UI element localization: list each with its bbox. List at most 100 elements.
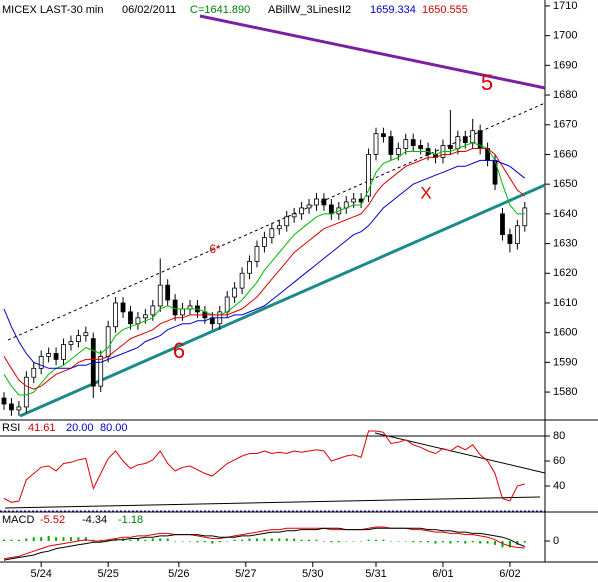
candle-body xyxy=(23,376,29,408)
candle-body xyxy=(522,207,528,227)
candle-body xyxy=(68,341,74,345)
histogram-bar xyxy=(322,541,325,542)
x-tick-label: 5/25 xyxy=(97,568,118,580)
x-tick-label: 5/30 xyxy=(302,568,323,580)
candle-body xyxy=(232,287,238,298)
histogram-bar xyxy=(427,541,430,543)
candle-body xyxy=(113,302,118,328)
candle-body xyxy=(105,326,111,357)
histogram-bar xyxy=(10,539,13,542)
candle-body xyxy=(150,305,156,316)
candle-body xyxy=(373,133,379,155)
histogram-bar xyxy=(523,541,526,543)
histogram-bar xyxy=(181,541,184,542)
candle-body xyxy=(165,284,171,301)
y-tick-label: 1640 xyxy=(553,208,577,220)
moving-average xyxy=(3,142,525,396)
y-tick-label: 1630 xyxy=(553,237,577,249)
histogram-bar xyxy=(404,541,407,542)
wave-label: 6* xyxy=(209,242,221,256)
histogram-bar xyxy=(144,539,147,542)
histogram-bar xyxy=(211,541,214,544)
header-text: C=1641.890 xyxy=(190,4,250,16)
support-trendline xyxy=(19,183,546,418)
x-tick-label: 5/24 xyxy=(30,568,51,580)
rsi-trendline xyxy=(374,432,546,474)
histogram-bar xyxy=(136,538,139,542)
histogram-bar xyxy=(315,539,318,542)
y-tick-label: 1580 xyxy=(553,386,577,398)
moving-average xyxy=(3,159,526,369)
candle-body xyxy=(157,284,163,307)
histogram-bar xyxy=(419,541,422,543)
header-text: 1650.555 xyxy=(422,4,468,16)
y-tick-label: 1650 xyxy=(553,178,577,190)
x-tick-label: 6/02 xyxy=(499,568,520,580)
candle-body xyxy=(31,367,37,378)
y-tick-label: 1690 xyxy=(553,59,577,71)
histogram-bar xyxy=(166,538,169,542)
histogram-bar xyxy=(389,541,392,542)
histogram-bar xyxy=(189,541,191,542)
histogram-bar xyxy=(330,541,333,543)
candle-body xyxy=(403,139,409,149)
x-tick-label: 6/01 xyxy=(432,568,453,580)
candle-body xyxy=(306,204,312,209)
candle-body xyxy=(98,356,104,387)
candle-body xyxy=(239,272,245,289)
histogram-bar xyxy=(92,539,95,542)
histogram-bar xyxy=(151,538,154,542)
y-tick-label: 1670 xyxy=(553,119,577,131)
histogram-bar xyxy=(3,539,5,542)
histogram-bar xyxy=(40,537,43,542)
histogram-bar xyxy=(308,539,311,542)
histogram-bar xyxy=(382,539,385,542)
candle-body xyxy=(470,130,476,143)
histogram-bar xyxy=(449,541,452,544)
histogram-bar xyxy=(494,541,497,545)
resistance-trendline xyxy=(199,14,546,90)
candle-body xyxy=(321,198,327,206)
candle-body xyxy=(328,204,334,215)
histogram-bar xyxy=(226,541,229,542)
histogram-bar xyxy=(233,539,236,542)
rsi-line xyxy=(3,430,525,503)
header-text: 20.00 xyxy=(66,422,94,434)
candle-body xyxy=(269,228,275,239)
histogram-bar xyxy=(241,539,244,542)
histogram-bar xyxy=(62,537,65,542)
candle-body xyxy=(299,207,305,215)
histogram-bar xyxy=(441,541,444,543)
candle-body xyxy=(254,246,260,262)
histogram-bar xyxy=(434,541,437,544)
x-tick-label: 5/31 xyxy=(365,568,386,580)
header-text: RSI xyxy=(2,422,20,434)
histogram-bar xyxy=(69,537,72,542)
histogram-bar xyxy=(456,541,459,543)
header-text: 1659.334 xyxy=(370,4,416,16)
candle-body xyxy=(276,225,282,230)
histogram-bar xyxy=(218,541,221,543)
histogram-bar xyxy=(203,541,206,543)
histogram-bar xyxy=(174,541,177,542)
macd-line xyxy=(3,526,525,560)
channel-line xyxy=(7,102,546,341)
histogram-bar xyxy=(345,541,348,542)
histogram-bar xyxy=(99,539,102,542)
header-text: 06/02/2011 xyxy=(122,4,176,16)
candle-body xyxy=(395,148,401,155)
macd-line xyxy=(3,527,525,561)
candle-body xyxy=(142,314,148,319)
candle-body xyxy=(291,213,297,218)
histogram-bar xyxy=(479,541,482,544)
candle-body xyxy=(1,397,7,405)
histogram-bar xyxy=(77,537,80,542)
histogram-bar xyxy=(248,538,251,542)
histogram-bar xyxy=(471,541,474,543)
histogram-bar xyxy=(55,537,58,542)
candle-body xyxy=(507,234,513,244)
y-tick-label: 1600 xyxy=(553,327,577,339)
wave-label: X xyxy=(420,183,431,202)
moving-average xyxy=(3,148,526,390)
